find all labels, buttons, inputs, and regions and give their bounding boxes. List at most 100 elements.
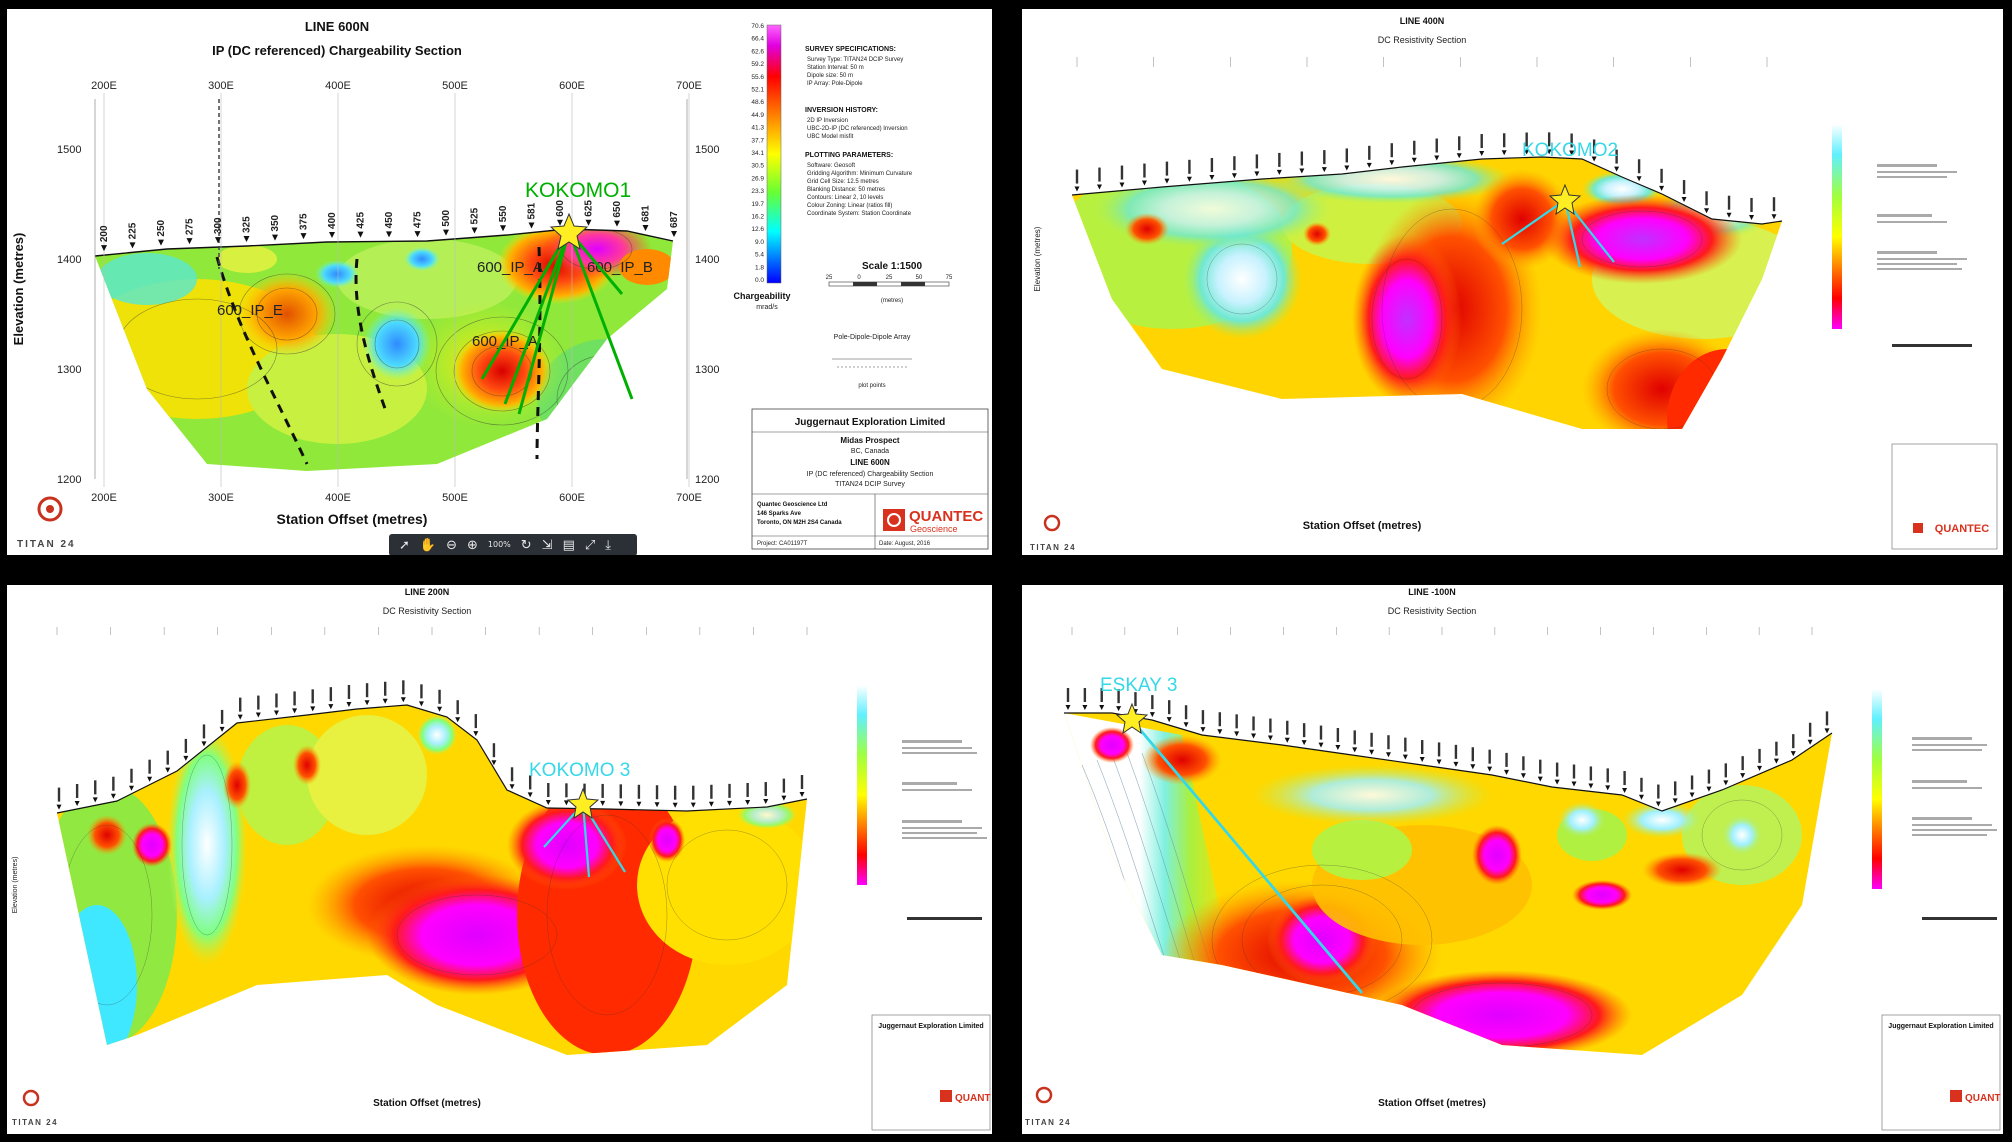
- station-label-mark: [365, 683, 369, 698]
- station-marker: [491, 760, 497, 766]
- station-marker: [215, 237, 221, 244]
- station-marker: [557, 219, 563, 226]
- station-marker: [1186, 176, 1192, 182]
- panel2-quantec-brand: QUANTEC: [1935, 523, 1989, 535]
- x-tick-label-bottom: 700E: [676, 492, 702, 504]
- download-icon[interactable]: ⤓: [605, 537, 612, 553]
- quantec-logo-icon: [883, 509, 905, 531]
- station-marker: [56, 804, 62, 810]
- legend-value: 12.6: [751, 226, 764, 233]
- station-label-mark: [474, 714, 478, 729]
- legend-value: 19.7: [751, 201, 764, 208]
- station-label-mark: [1525, 132, 1528, 147]
- spec-line: Grid Cell Size: 12.5 metres: [807, 179, 879, 185]
- station-marker: [74, 800, 80, 806]
- station-marker: [473, 731, 479, 737]
- station-marker: [1267, 735, 1273, 741]
- fit-icon[interactable]: ⇲: [541, 537, 553, 553]
- station-label-mark: [1808, 722, 1812, 737]
- station-label: 581: [527, 202, 538, 219]
- station-label-mark: [1589, 766, 1593, 781]
- cursor-icon[interactable]: ➚: [399, 537, 410, 553]
- station-label-mark: [637, 784, 641, 799]
- quantec-brand: QUANTEC: [909, 508, 983, 525]
- y-tick-label-right: 1500: [695, 144, 719, 156]
- y-tick-label-left: 1200: [57, 474, 81, 486]
- panel4-station-markers: [1065, 688, 1830, 807]
- scale-label: Scale 1:1500: [862, 261, 922, 272]
- zoom-in-icon[interactable]: ⊕: [467, 537, 478, 553]
- station-label-mark: [1066, 688, 1070, 702]
- chargeability-section-diagram: LINE 600N IP (DC referenced) Chargeabili…: [11, 19, 989, 550]
- panel2-title-block: [1891, 443, 1998, 550]
- page-icon[interactable]: ▤: [562, 537, 575, 553]
- zoom-percent[interactable]: 100%: [487, 540, 511, 549]
- date-text: Date: August, 2016: [879, 541, 931, 547]
- legend-title: Chargeability: [733, 291, 790, 301]
- contractor-line: 146 Sparks Ave: [757, 511, 802, 517]
- panel4-company-name: Juggernaut Exploration Limited: [1888, 1023, 1993, 1030]
- station-label-mark: [1502, 133, 1506, 148]
- panel3-station-markers: [56, 680, 805, 810]
- star-icon: [1115, 702, 1149, 735]
- station-marker: [1636, 176, 1642, 182]
- station-marker: [1622, 788, 1628, 794]
- station-marker: [1209, 175, 1215, 181]
- legend-value: 48.6: [751, 99, 764, 106]
- station-label-mark: [1235, 714, 1238, 729]
- station-marker: [1389, 160, 1395, 166]
- target-label-kokomo2: KOKOMO2: [1522, 140, 1618, 161]
- station-marker: [165, 767, 171, 773]
- station-label-mark: [1772, 197, 1776, 212]
- kokomo1-drill-traces: [480, 230, 634, 415]
- station-label: 200: [99, 225, 110, 242]
- station-label-mark: [184, 738, 188, 753]
- station-marker: [1504, 769, 1510, 775]
- station-marker: [201, 741, 207, 747]
- station-label-mark: [800, 775, 804, 789]
- station-label-mark: [764, 782, 767, 797]
- station-marker: [1321, 167, 1327, 173]
- station-label: 475: [413, 211, 424, 228]
- station-marker: [418, 701, 424, 707]
- station-marker: [708, 801, 714, 807]
- zone-label-600-ip-b: 600_IP_B: [587, 259, 653, 276]
- zoom-out-icon[interactable]: ⊖: [446, 537, 457, 553]
- station-label-mark: [1278, 152, 1281, 167]
- star-icon: [566, 787, 600, 820]
- station-marker: [1614, 166, 1620, 172]
- station-label-mark: [728, 783, 731, 798]
- zone-label-600-ip-a-upper: 600_IP_A: [477, 259, 543, 276]
- station-marker: [1411, 157, 1417, 163]
- station-marker: [1183, 722, 1189, 728]
- station-label-mark: [1488, 749, 1491, 764]
- rotate-icon[interactable]: ↻: [520, 537, 532, 553]
- fullscreen-icon[interactable]: ⤢: [584, 537, 596, 553]
- station-label-mark: [1370, 732, 1373, 747]
- panel2-y-axis-label: Elevation (metres): [1033, 226, 1042, 291]
- station-label-mark: [1727, 195, 1731, 210]
- station-label: 450: [384, 211, 395, 228]
- panel3-x-axis-label: Station Offset (metres): [373, 1098, 481, 1109]
- panel3-title-block: [871, 1014, 991, 1131]
- panel2-spec-text-placeholder: [1877, 164, 1967, 270]
- station-label-mark: [1606, 768, 1609, 783]
- station-marker: [1301, 740, 1307, 746]
- station-marker: [1141, 180, 1147, 186]
- station-label-mark: [1075, 169, 1079, 184]
- x-tick-label-bottom: 200E: [91, 492, 117, 504]
- station-marker: [255, 712, 261, 718]
- station-marker: [92, 797, 98, 803]
- station-marker: [1119, 182, 1125, 188]
- hand-icon[interactable]: ✋: [419, 537, 437, 553]
- panel1-x-axis-label: Station Offset (metres): [277, 511, 428, 527]
- titan-logo-icon: [1035, 1086, 1053, 1104]
- station-marker: [1569, 150, 1575, 156]
- station-label-mark: [1592, 139, 1596, 154]
- station-marker: [110, 793, 116, 799]
- station-label: 681: [641, 205, 652, 222]
- y-tick-label-left: 1300: [57, 364, 81, 376]
- legend-unit: mrad/s: [756, 304, 778, 311]
- panel4-titan-logo: TITAN 24: [1025, 1118, 1071, 1127]
- quantec-logo-icon: [1950, 1090, 1962, 1102]
